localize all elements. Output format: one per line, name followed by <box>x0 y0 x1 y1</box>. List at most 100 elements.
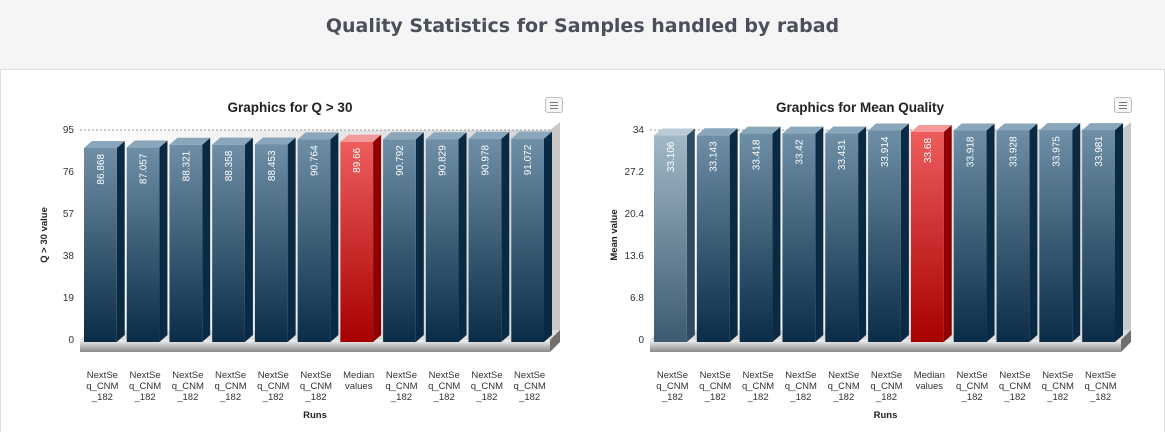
x-tick-label: NextSe <box>700 370 731 381</box>
bar <box>953 130 987 342</box>
floor-front <box>80 340 550 352</box>
x-tick-label: values <box>916 381 944 392</box>
x-tick-label: q_CNM <box>828 381 860 392</box>
y-tick-label: 34 <box>633 125 645 136</box>
x-tick-label: NextSe <box>871 370 902 381</box>
bar-value-label: 33.975 <box>1051 136 1062 167</box>
y-tick-label: 0 <box>68 335 74 346</box>
bar-side <box>330 132 339 342</box>
y-tick-label: 27.2 <box>625 167 645 178</box>
x-tick-label: NextSe <box>999 370 1030 381</box>
x-tick-label: _182 <box>746 392 768 403</box>
bar-top <box>212 137 253 145</box>
x-tick-label: _182 <box>475 392 497 403</box>
bar <box>340 141 374 342</box>
bar-value-label: 90.829 <box>438 145 449 176</box>
bar <box>1082 130 1115 342</box>
x-tick-label: _182 <box>1003 392 1025 403</box>
x-tick-label: Median <box>914 370 945 381</box>
bar <box>254 144 288 342</box>
page-title: Quality Statistics for Samples handled b… <box>325 15 840 37</box>
bar-top <box>425 132 467 140</box>
floor-side <box>550 330 560 352</box>
x-tick-label: NextSe <box>258 370 289 381</box>
x-tick-label: q_CNM <box>1084 381 1116 392</box>
x-tick-label: NextSe <box>742 370 773 381</box>
x-tick-label: _182 <box>176 392 198 403</box>
x-tick-label: _182 <box>661 392 683 403</box>
bar-side <box>159 140 168 342</box>
x-tick-label: _182 <box>262 392 284 403</box>
x-tick-label: NextSe <box>172 370 203 381</box>
page-header: Quality Statistics for Samples handled b… <box>0 0 1165 70</box>
bar-value-label: 88.321 <box>181 150 192 181</box>
bar-value-label: 91.072 <box>523 144 534 175</box>
bar-value-label: 88.453 <box>267 150 278 181</box>
bar <box>212 144 245 342</box>
bar-value-label: 33.918 <box>966 136 977 167</box>
bar <box>696 135 730 342</box>
x-tick-label: _182 <box>91 392 113 403</box>
x-tick-label: q_CNM <box>257 381 289 392</box>
x-tick-label: _182 <box>704 392 726 403</box>
x-axis-label: Runs <box>874 410 898 421</box>
x-tick-label: _182 <box>134 392 156 403</box>
x-tick-label: NextSe <box>514 370 545 381</box>
bar-top <box>996 123 1038 131</box>
x-tick-label: q_CNM <box>172 381 204 392</box>
bar-value-label: 33.106 <box>666 141 677 172</box>
hamburger-menu-icon[interactable] <box>545 97 563 113</box>
bar-side <box>202 137 211 342</box>
x-tick-label: _182 <box>390 392 412 403</box>
bar-top <box>126 140 168 148</box>
x-tick-label: q_CNM <box>742 381 774 392</box>
floor-front <box>650 340 1121 352</box>
x-tick-label: q_CNM <box>428 381 460 392</box>
bar-top <box>1039 123 1081 131</box>
x-tick-label: NextSe <box>657 370 688 381</box>
bar-side <box>373 134 382 342</box>
bar-top <box>825 126 867 134</box>
x-tick-label: q_CNM <box>514 381 546 392</box>
bar <box>910 131 944 342</box>
bar <box>739 133 773 342</box>
x-tick-label: q_CNM <box>956 381 988 392</box>
bar-value-label: 33.143 <box>709 141 720 172</box>
bar-value-label: 90.978 <box>480 144 491 175</box>
bar <box>868 130 901 342</box>
bar-value-label: 33.914 <box>880 136 891 167</box>
bar-value-label: 90.792 <box>395 145 406 176</box>
bar <box>297 139 331 342</box>
x-tick-label: q_CNM <box>699 381 731 392</box>
bar-top <box>953 123 995 131</box>
bar-side <box>1115 123 1123 342</box>
bar <box>825 133 859 342</box>
x-tick-label: NextSe <box>1042 370 1073 381</box>
x-tick-label: _182 <box>518 392 540 403</box>
hamburger-menu-icon[interactable] <box>1114 97 1132 113</box>
x-tick-label: Median <box>343 370 374 381</box>
bar-side <box>415 132 424 342</box>
bar <box>654 135 687 342</box>
x-tick-label: NextSe <box>828 370 859 381</box>
x-tick-label: NextSe <box>130 370 161 381</box>
bar-top <box>654 128 695 136</box>
bar-top <box>84 140 125 148</box>
bar-side <box>986 123 995 342</box>
x-tick-label: q_CNM <box>300 381 332 392</box>
bar-value-label: 89.66 <box>352 147 363 172</box>
x-tick-label: _182 <box>1046 392 1068 403</box>
bar-top <box>782 126 824 134</box>
mean-quality-chart-plot: 0 6.8 13.6 20.4 27.2 34 Mean value 33.106 NextSe… <box>609 122 1131 421</box>
bar-value-label: 90.764 <box>310 145 321 176</box>
bar-side <box>900 123 909 342</box>
x-tick-label: _182 <box>219 392 241 403</box>
y-tick-label: 38 <box>63 251 75 262</box>
x-tick-label: NextSe <box>429 370 460 381</box>
bar <box>511 138 544 342</box>
x-tick-label: q_CNM <box>656 381 688 392</box>
bar-value-label: 87.057 <box>139 153 150 184</box>
x-tick-label: NextSe <box>215 370 246 381</box>
bar-top <box>910 124 952 132</box>
x-tick-label: q_CNM <box>471 381 503 392</box>
